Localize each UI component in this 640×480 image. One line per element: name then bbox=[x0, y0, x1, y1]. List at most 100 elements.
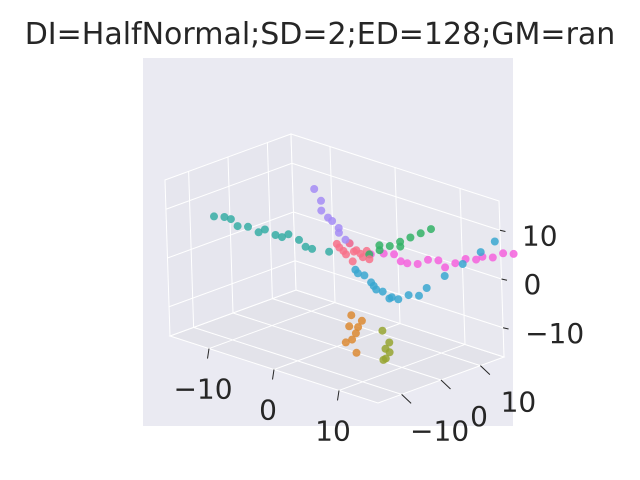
data-point-series-4 bbox=[381, 354, 390, 363]
data-point-series-6 bbox=[226, 215, 235, 224]
data-point-series-7 bbox=[394, 295, 403, 304]
grid-line-z bbox=[291, 162, 501, 231]
data-point-series-7 bbox=[387, 293, 396, 302]
data-point-series-3 bbox=[354, 323, 363, 332]
data-point-series-7 bbox=[440, 272, 449, 280]
data-point-series-6 bbox=[295, 235, 303, 244]
data-point-series-8 bbox=[434, 256, 443, 265]
data-point-series-6 bbox=[260, 225, 269, 234]
z-tick-label: 0 bbox=[524, 268, 542, 301]
data-point-series-7 bbox=[422, 284, 431, 292]
data-point-series-5 bbox=[416, 229, 425, 238]
z-tick-label: 10 bbox=[522, 219, 558, 252]
data-point-series-4 bbox=[378, 326, 387, 335]
grid-line-y bbox=[232, 312, 442, 381]
z-tick-label: −10 bbox=[525, 317, 584, 350]
data-point-series-8 bbox=[390, 250, 399, 259]
data-point-series-7 bbox=[476, 248, 485, 257]
y-tick-label: 0 bbox=[470, 400, 488, 433]
grid-line-z bbox=[167, 211, 294, 259]
data-point-series-5 bbox=[406, 233, 415, 242]
data-point-series-7 bbox=[490, 237, 499, 246]
x-tick-label: 0 bbox=[259, 394, 277, 427]
data-point-series-6 bbox=[301, 242, 310, 251]
data-point-series-2 bbox=[310, 185, 319, 193]
data-point-series-6 bbox=[278, 233, 286, 242]
data-point-series-7 bbox=[353, 269, 362, 278]
data-point-series-6 bbox=[325, 247, 334, 256]
data-point-series-7 bbox=[378, 287, 387, 296]
x-tick-mark bbox=[207, 348, 210, 359]
data-point-series-7 bbox=[404, 291, 413, 300]
data-point-series-8 bbox=[424, 255, 432, 264]
data-point-series-6 bbox=[308, 244, 317, 253]
data-point-series-5 bbox=[427, 225, 435, 234]
data-point-series-7 bbox=[458, 260, 467, 268]
x-tick-label: 10 bbox=[315, 414, 351, 447]
data-point-series-6 bbox=[244, 222, 252, 231]
data-point-series-3 bbox=[347, 311, 356, 320]
grid-line-y bbox=[193, 326, 402, 395]
data-point-series-6 bbox=[220, 213, 229, 221]
data-point-series-8 bbox=[413, 260, 422, 268]
data-point-series-7 bbox=[360, 271, 369, 280]
data-point-series-8 bbox=[509, 249, 518, 258]
grid-line-z bbox=[294, 260, 504, 329]
data-point-series-8 bbox=[451, 259, 460, 268]
data-point-series-8 bbox=[499, 249, 508, 258]
data-point-series-4 bbox=[381, 344, 390, 353]
data-point-series-1 bbox=[352, 246, 361, 255]
x-tick-mark bbox=[337, 390, 340, 401]
z-tick-mark bbox=[501, 278, 508, 281]
points-group bbox=[210, 185, 518, 364]
data-point-series-2 bbox=[341, 235, 350, 244]
data-point-series-2 bbox=[317, 196, 325, 205]
y-tick-mark bbox=[401, 394, 412, 404]
data-point-series-3 bbox=[352, 348, 361, 357]
data-point-series-6 bbox=[233, 222, 242, 231]
data-point-series-8 bbox=[488, 253, 497, 262]
data-point-series-1 bbox=[358, 253, 367, 262]
data-point-series-8 bbox=[403, 259, 412, 268]
chart-title: DI=HalfNormal;SD=2;ED=128;GM=ran bbox=[24, 17, 616, 52]
grid-line-z bbox=[168, 260, 296, 308]
data-point-series-2 bbox=[334, 228, 343, 237]
data-point-series-5 bbox=[375, 246, 384, 255]
data-point-series-3 bbox=[341, 338, 350, 347]
z-tick-mark bbox=[502, 327, 509, 330]
data-point-series-3 bbox=[357, 316, 366, 325]
data-point-series-1 bbox=[342, 250, 350, 259]
data-point-series-4 bbox=[385, 338, 394, 347]
data-point-series-2 bbox=[324, 213, 332, 222]
data-point-series-6 bbox=[210, 212, 218, 221]
data-point-series-8 bbox=[472, 255, 481, 264]
z-tick-mark bbox=[499, 229, 506, 232]
data-point-series-7 bbox=[372, 285, 381, 294]
grid-line-y bbox=[272, 298, 481, 367]
data-point-series-3 bbox=[351, 329, 360, 338]
data-point-series-3 bbox=[348, 335, 357, 344]
data-point-series-7 bbox=[415, 291, 423, 300]
x-tick-label: −10 bbox=[173, 373, 232, 406]
data-point-series-3 bbox=[345, 322, 354, 331]
data-point-series-5 bbox=[385, 242, 394, 250]
y-tick-label: −10 bbox=[410, 414, 469, 447]
data-point-series-8 bbox=[441, 263, 450, 272]
data-point-series-1 bbox=[335, 243, 344, 252]
y-tick-mark bbox=[440, 379, 451, 390]
grid-line-z bbox=[165, 162, 293, 210]
data-point-series-1 bbox=[365, 255, 374, 264]
data-point-series-6 bbox=[271, 231, 280, 239]
data-point-series-8 bbox=[396, 257, 405, 266]
x-tick-mark bbox=[272, 369, 275, 380]
data-point-series-6 bbox=[284, 230, 293, 239]
data-point-series-2 bbox=[317, 206, 326, 215]
data-point-series-5 bbox=[396, 237, 405, 246]
data-point-series-1 bbox=[348, 257, 357, 266]
data-point-series-6 bbox=[254, 228, 263, 237]
y-tick-mark bbox=[480, 365, 491, 375]
y-tick-label: 10 bbox=[501, 386, 537, 419]
